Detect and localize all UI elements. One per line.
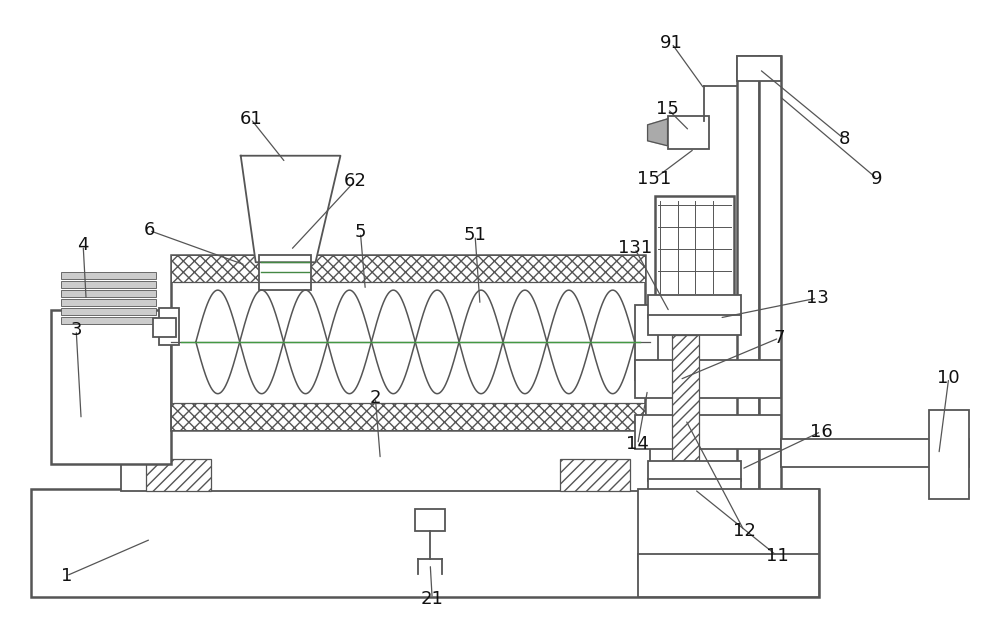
Text: 7: 7 — [773, 329, 785, 347]
Text: 51: 51 — [464, 226, 487, 244]
Text: 14: 14 — [626, 435, 649, 454]
Bar — [159, 308, 179, 345]
Bar — [415, 509, 445, 531]
Bar — [638, 489, 819, 569]
Polygon shape — [241, 156, 340, 262]
Bar — [655, 196, 734, 298]
Bar — [648, 295, 741, 318]
Bar — [648, 315, 741, 335]
Text: 16: 16 — [810, 422, 832, 440]
Bar — [61, 272, 156, 279]
Text: 131: 131 — [618, 240, 652, 258]
Text: 151: 151 — [637, 169, 672, 188]
Bar — [648, 461, 741, 481]
Text: 12: 12 — [733, 522, 756, 540]
Bar — [759, 56, 781, 569]
Bar — [61, 281, 156, 288]
Bar — [153, 318, 176, 337]
Text: 4: 4 — [77, 236, 89, 254]
Text: 3: 3 — [70, 321, 82, 339]
Bar — [51, 310, 171, 465]
Text: 21: 21 — [421, 590, 444, 608]
Bar — [648, 479, 741, 499]
Bar — [61, 317, 156, 324]
Bar — [171, 255, 645, 429]
Text: 15: 15 — [656, 100, 679, 118]
Bar — [635, 360, 781, 397]
Text: 9: 9 — [871, 169, 883, 188]
Bar — [737, 56, 781, 81]
Text: 91: 91 — [660, 35, 683, 52]
Bar — [635, 305, 658, 380]
Bar — [668, 116, 709, 149]
Text: 10: 10 — [937, 369, 960, 387]
Bar — [929, 410, 969, 499]
Bar — [737, 56, 759, 569]
Bar — [259, 255, 311, 290]
Text: 62: 62 — [344, 172, 367, 190]
Text: 61: 61 — [239, 110, 262, 128]
Text: 13: 13 — [806, 289, 829, 307]
Text: 2: 2 — [370, 389, 381, 406]
Bar — [171, 403, 645, 429]
Text: 8: 8 — [838, 130, 850, 148]
Bar — [61, 290, 156, 297]
Bar — [635, 415, 781, 449]
Bar — [61, 299, 156, 306]
Bar — [31, 489, 819, 597]
Text: 11: 11 — [766, 547, 789, 565]
Text: 6: 6 — [143, 221, 155, 240]
Bar — [672, 335, 699, 465]
Bar — [638, 554, 819, 597]
Text: 5: 5 — [355, 224, 366, 242]
Bar — [560, 459, 630, 491]
Bar — [121, 420, 650, 491]
Bar — [61, 308, 156, 315]
Polygon shape — [648, 119, 668, 146]
Text: 1: 1 — [61, 567, 72, 585]
Bar — [171, 255, 645, 282]
Bar — [146, 459, 211, 491]
Bar — [781, 440, 969, 467]
